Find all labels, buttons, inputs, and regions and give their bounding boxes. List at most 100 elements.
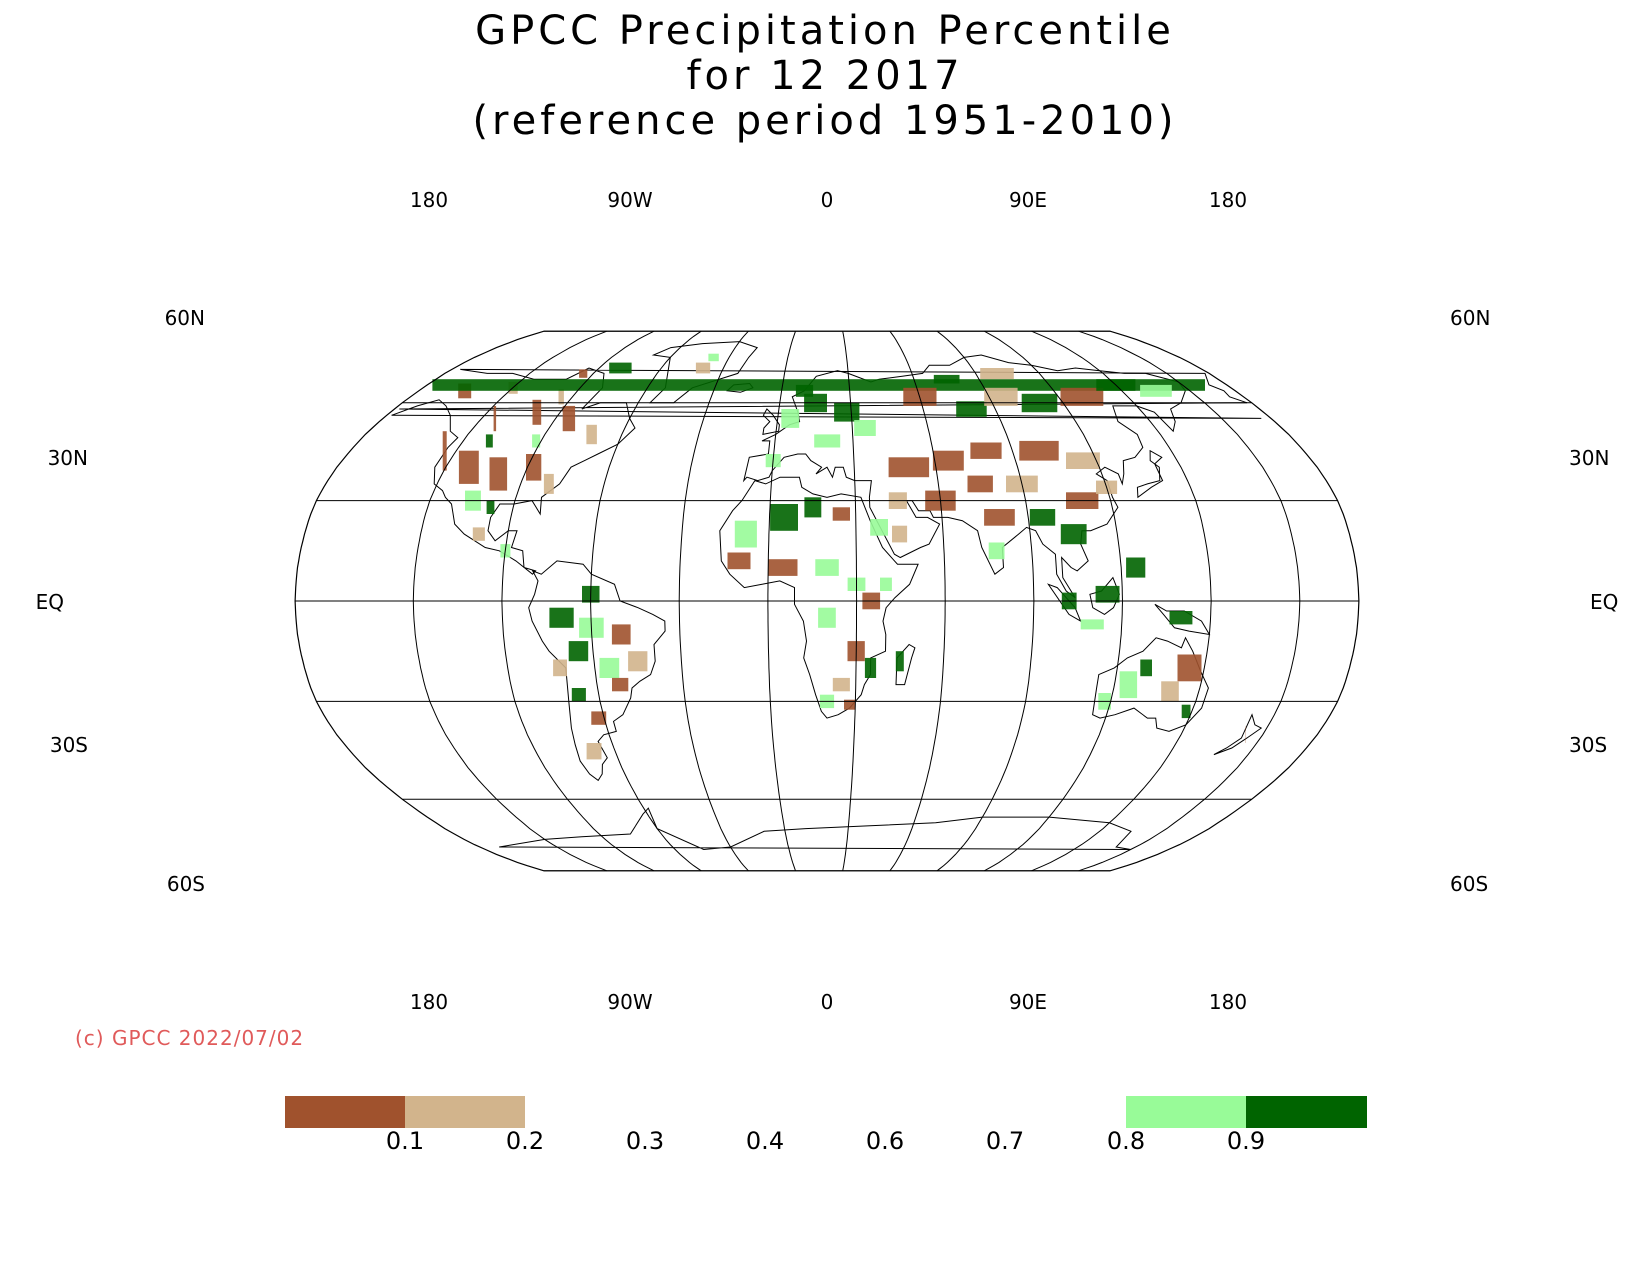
percentile-cell: [1080, 619, 1104, 630]
title-line-1: GPCC Precipitation Percentile: [475, 8, 1175, 54]
lon-label-top-90e: 90E: [1009, 188, 1047, 212]
legend-swatch-0.8-0.9: [1126, 1096, 1246, 1128]
percentile-cell: [870, 519, 888, 536]
percentile-cell: [442, 431, 447, 471]
coastline-antarctica: [499, 807, 1132, 851]
percentile-cell: [553, 659, 567, 677]
percentile-cell: [1095, 585, 1120, 603]
legend-swatch-below-0.1: [285, 1096, 405, 1128]
legend-tick-0.2: 0.2: [505, 1127, 545, 1155]
lat-label-right-30n: 30N: [1569, 446, 1609, 470]
lon-label-top-0: 0: [821, 188, 834, 212]
legend-tick-0.3: 0.3: [625, 1127, 665, 1155]
lon-label-bottom-0: 0: [821, 990, 834, 1014]
percentile-cell: [1066, 452, 1100, 469]
lon-label-top-90w: 90W: [607, 188, 652, 212]
legend-tick-0.9: 0.9: [1226, 1127, 1266, 1155]
percentile-cell: [888, 457, 930, 478]
lat-label-right-eq: EQ: [1590, 590, 1618, 614]
percentile-cell: [1060, 524, 1087, 545]
percentile-cell: [980, 368, 1014, 380]
lon-label-bottom-90w: 90W: [607, 990, 652, 1014]
percentile-cell: [880, 577, 892, 591]
percentile-cell: [1060, 387, 1104, 406]
continent-outlines: [391, 341, 1263, 851]
world-map: 180 90W 0 90E 180 180 90W 0 90E 180 60N …: [36, 188, 1619, 1014]
coastline-australia: [1092, 636, 1209, 732]
percentile-cell: [586, 743, 602, 760]
percentile-cell: [591, 711, 607, 725]
percentile-cell: [562, 405, 576, 432]
percentile-cell: [984, 509, 1015, 526]
legend-swatch-above-0.9: [1246, 1096, 1367, 1128]
legend-tick-0.4: 0.4: [745, 1127, 785, 1155]
coastline-sumatra: [1046, 583, 1082, 623]
percentile-cell: [549, 607, 574, 628]
percentile-cell: [628, 651, 648, 672]
percentile-cell: [558, 389, 564, 405]
percentile-cell: [1029, 509, 1056, 526]
percentile-cell: [1119, 671, 1138, 699]
legend-tick-0.8: 0.8: [1106, 1127, 1146, 1155]
percentile-cell: [832, 507, 850, 521]
percentile-cell: [854, 420, 876, 436]
percentile-cell: [818, 607, 836, 628]
title-line-3: (reference period 1951-2010): [472, 98, 1178, 144]
legend-tick-0.7: 0.7: [985, 1127, 1025, 1155]
coastline-south-america: [528, 560, 666, 782]
percentile-cell: [609, 362, 632, 374]
percentile-cell: [895, 651, 904, 672]
percentile-cell: [834, 402, 860, 422]
lat-label-left-60n: 60N: [165, 306, 205, 330]
lat-label-left-30n: 30N: [48, 446, 88, 470]
title-line-2: for 12 2017: [686, 53, 964, 99]
percentile-cell: [795, 384, 814, 397]
percentile-cell: [781, 409, 800, 428]
percentile-cell: [1019, 440, 1059, 461]
coastline-africa: [719, 476, 919, 719]
lat-label-left-60s: 60S: [167, 872, 205, 896]
percentile-cell: [579, 369, 588, 378]
lat-label-left-eq: EQ: [36, 590, 64, 614]
percentile-cell: [804, 497, 822, 518]
percentile-cell: [933, 374, 960, 384]
percentile-cell: [568, 641, 589, 662]
percentile-cell: [967, 475, 993, 493]
legend-tick-0.1: 0.1: [385, 1127, 425, 1155]
percentile-cells: [432, 353, 1246, 760]
percentile-cell: [708, 353, 719, 362]
percentile-cell: [970, 442, 1002, 459]
percentile-cell: [956, 401, 987, 417]
percentile-cell: [543, 473, 554, 494]
percentile-cell: [984, 387, 1018, 406]
percentile-cell: [472, 527, 485, 541]
percentile-cell: [988, 542, 1005, 560]
lon-label-bottom-90e: 90E: [1009, 990, 1047, 1014]
percentile-cell: [932, 450, 964, 471]
percentile-cell: [493, 405, 497, 432]
axis-labels: 180 90W 0 90E 180 180 90W 0 90E 180 60N …: [36, 188, 1619, 1014]
percentile-cell: [864, 657, 877, 678]
percentile-cell: [1140, 384, 1172, 397]
coastline-japan: [1136, 449, 1164, 499]
percentile-cell: [486, 500, 495, 514]
percentile-cell: [1177, 654, 1202, 682]
lon-label-bottom-180w: 180: [410, 990, 448, 1014]
percentile-cell: [432, 379, 1205, 391]
coastline-uk: [762, 408, 780, 436]
percentile-cell: [815, 559, 839, 576]
percentile-cell: [814, 434, 841, 448]
percentile-cell: [727, 552, 751, 570]
percentile-cell: [695, 362, 711, 374]
percentile-cell: [770, 504, 798, 531]
percentile-cell: [571, 688, 586, 702]
coastline-north-america: [391, 367, 1262, 575]
graticule: [294, 330, 1360, 872]
percentile-cell: [599, 657, 620, 678]
percentile-cell: [1181, 704, 1191, 719]
percentile-cell: [832, 677, 850, 692]
coastline-new-zealand: [1213, 713, 1263, 756]
legend-swatch-0.1-0.2: [405, 1096, 525, 1128]
percentile-cell: [586, 424, 597, 445]
percentile-cell: [1169, 611, 1193, 625]
